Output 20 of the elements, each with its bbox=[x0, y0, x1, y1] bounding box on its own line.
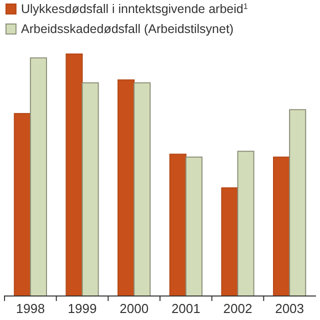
x-tick-label: 2003 bbox=[275, 301, 304, 316]
x-tick-label: 2001 bbox=[171, 301, 200, 316]
x-tick-label: 2000 bbox=[120, 301, 149, 316]
bar bbox=[169, 154, 186, 296]
bar bbox=[118, 79, 135, 296]
bar bbox=[134, 82, 151, 296]
bar bbox=[30, 57, 47, 296]
bar bbox=[221, 187, 238, 296]
legend-label: Ulykkesdødsfall i inntektsgivende arbeid$^{1}$ bbox=[21, 2, 248, 16]
bar bbox=[237, 150, 254, 296]
legend-label: Arbeidsskadedødsfall (Arbeidstilsynet) bbox=[21, 22, 234, 36]
x-tick-label: 2002 bbox=[223, 301, 252, 316]
bar bbox=[82, 82, 99, 296]
x-tick-label: 1998 bbox=[16, 301, 45, 316]
bar bbox=[289, 109, 306, 296]
bar bbox=[273, 156, 290, 296]
x-tick-label: 1999 bbox=[68, 301, 97, 316]
bar bbox=[66, 54, 83, 296]
bar bbox=[14, 113, 31, 296]
bar bbox=[185, 156, 202, 296]
